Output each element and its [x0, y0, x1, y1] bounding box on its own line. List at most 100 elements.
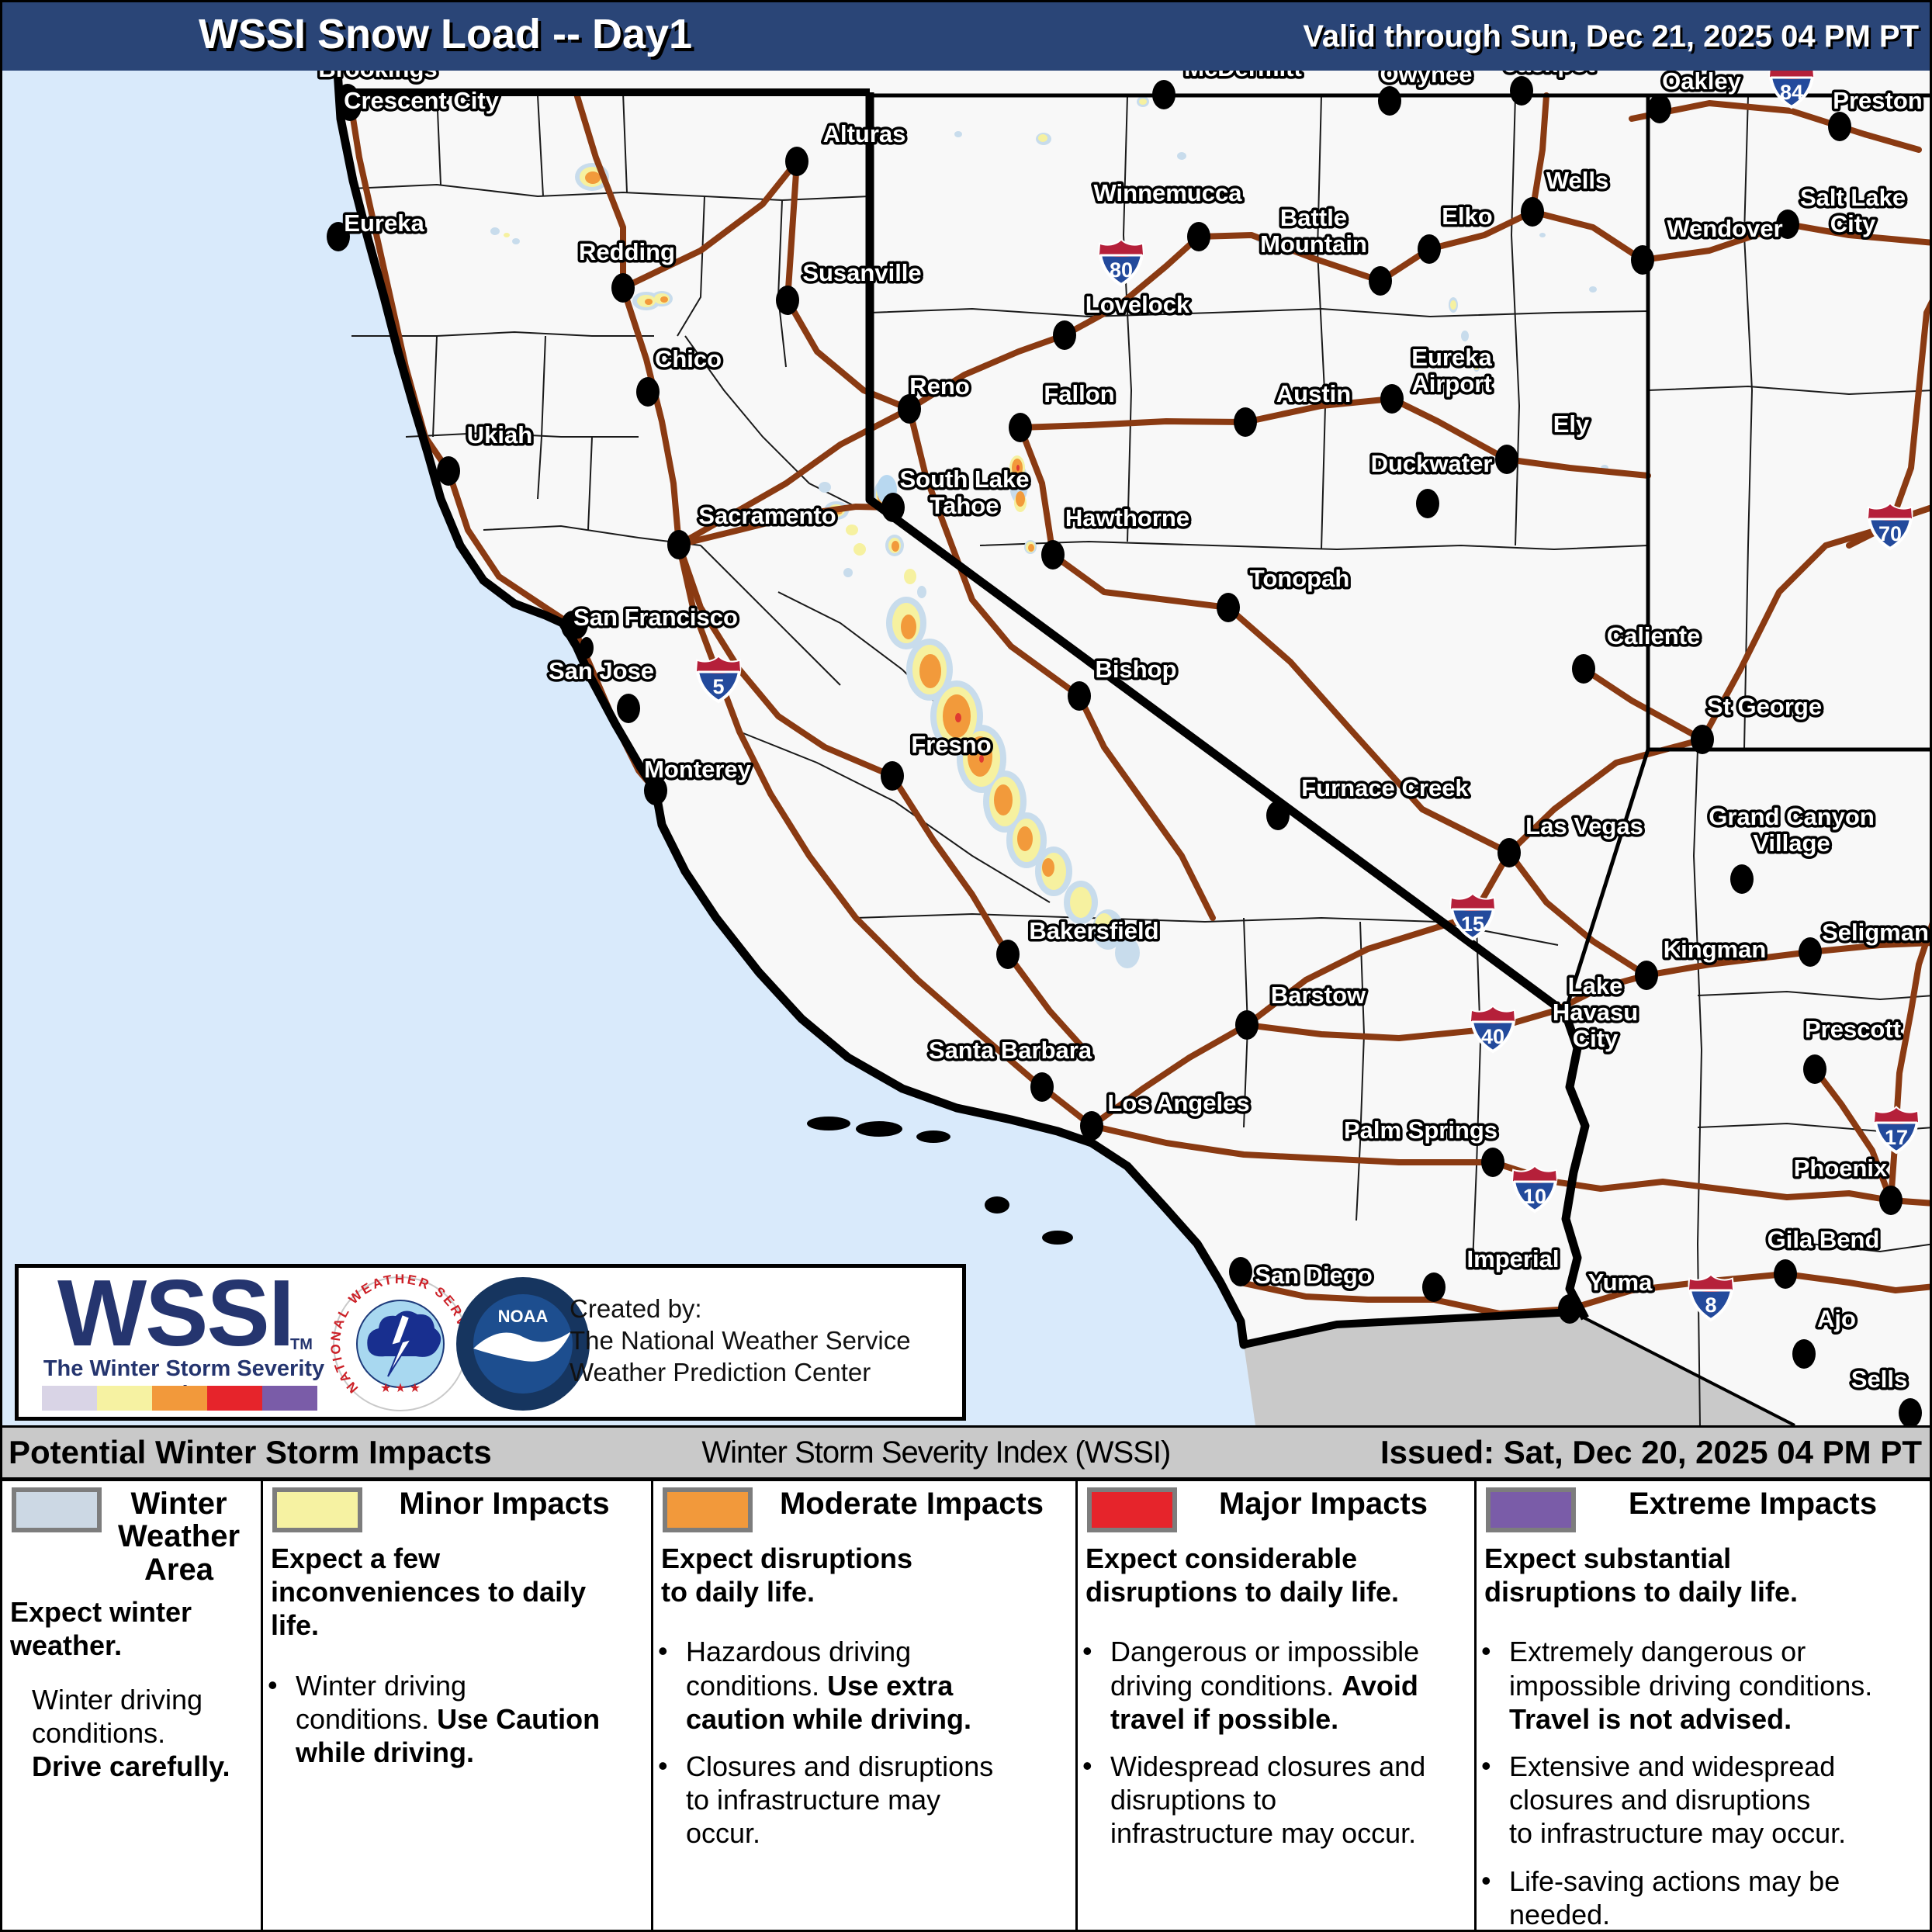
legend-bullets: • Hazardous driving conditions. Use extra c…	[653, 1608, 1075, 1850]
state-border	[1242, 1308, 1574, 1349]
impact-patch	[1095, 913, 1113, 938]
legend-lead-text: Expect disruptions to daily life.	[661, 1542, 913, 1608]
city-label-imperial: Imperial	[1467, 1245, 1560, 1272]
interstate-shield-17: 17	[1873, 1106, 1920, 1155]
county-line	[1809, 1243, 1930, 1253]
county-line	[979, 540, 1649, 551]
legend-lead-text: Expect a few inconveniences to daily life.	[271, 1542, 587, 1642]
state-border	[865, 92, 1590, 1321]
city-dot	[1774, 1259, 1797, 1289]
city-dot	[1041, 540, 1065, 570]
county-line	[739, 731, 1051, 903]
impact-patch	[1042, 858, 1054, 877]
impact-patch	[1589, 286, 1597, 293]
city-label-san-diego: San Diego	[1255, 1262, 1373, 1289]
city-dot	[1378, 86, 1401, 116]
noaa-seal-icon: NOAA	[456, 1277, 590, 1411]
legend-bullet: • Life-saving actions may be needed.	[1481, 1864, 1840, 1930]
legend-bullets: • Winter driving conditions. Use Caution wh…	[263, 1643, 651, 1770]
svg-text:80: 80	[1110, 258, 1133, 282]
wssi-color-scale	[42, 1386, 317, 1411]
svg-text:17: 17	[1885, 1126, 1908, 1149]
legend-bullet: • Extensive and widespread closures and di…	[1481, 1749, 1847, 1850]
city-dot	[617, 694, 640, 723]
impact-patch	[504, 233, 510, 237]
legend-title: Winter Weather Area	[117, 1487, 241, 1587]
city-dot	[1899, 1398, 1922, 1425]
county-line	[1647, 385, 1930, 396]
county-line	[587, 436, 593, 531]
city-dot	[1792, 1339, 1816, 1369]
city-label-yuma: Yuma	[1588, 1269, 1653, 1296]
city-label-palm-springs: Palm Springs	[1344, 1117, 1497, 1144]
interstate-shield-8: 8	[1688, 1273, 1734, 1322]
impact-patch	[512, 238, 520, 244]
city-label-south-lake-tahoe: South Lake Tahoe	[899, 466, 1029, 519]
created-by-text: Created by: The National Weather Service W…	[570, 1293, 911, 1388]
city-dot	[1369, 266, 1392, 296]
legend-column-extreme-impacts: Extreme Impacts Expect substantial disrup…	[1474, 1481, 1930, 1930]
legend-column-moderate-impacts: Moderate Impacts Expect disruptions to da…	[651, 1481, 1075, 1930]
city-dot	[667, 530, 691, 559]
svg-text:★ ★ ★: ★ ★ ★	[380, 1382, 421, 1395]
legend-column-winter-weather-area: Winter Weather Area Expect winter weather. W…	[2, 1481, 261, 1930]
impact-patch	[1474, 364, 1479, 370]
city-label-eureka: Eureka	[344, 209, 424, 237]
city-label-preston: Preston	[1833, 87, 1922, 114]
city-dot	[1152, 80, 1175, 109]
impact-patch	[1485, 386, 1491, 394]
legend-bullets: • Dangerous or impossible driving conditio…	[1078, 1608, 1474, 1850]
city-label-prescott: Prescott	[1805, 1016, 1901, 1043]
legend-title: Major Impacts	[1219, 1487, 1428, 1521]
weather-map: 84 80 70 5 15 40 10 17 8 Brookings Crescent City Eu…	[2, 71, 1930, 1425]
page-title: WSSI Snow Load -- Day1	[199, 11, 693, 57]
legend-title: Extreme Impacts	[1628, 1487, 1878, 1521]
coastline	[333, 71, 1248, 1349]
city-label-elko: Elko	[1442, 203, 1492, 230]
county-line	[537, 335, 546, 500]
impact-patch	[1016, 465, 1020, 471]
city-dot	[1234, 407, 1257, 437]
city-dot	[1009, 413, 1032, 442]
county-line	[432, 335, 438, 438]
city-label-owyhee: Owyhee	[1380, 71, 1473, 88]
island	[807, 1117, 850, 1130]
svg-text:5: 5	[712, 675, 724, 698]
city-dot	[1422, 1272, 1446, 1302]
highway-line	[676, 504, 896, 548]
city-label-brookings: Brookings	[318, 71, 437, 82]
impact-patch	[901, 615, 916, 639]
svg-text:15: 15	[1461, 912, 1484, 936]
legend-paragraph: Winter driving conditions. Drive carefully…	[32, 1683, 230, 1782]
city-label-wells: Wells	[1546, 167, 1608, 194]
city-label-lake-havasu-city: Lake Havasu City	[1553, 972, 1638, 1052]
legend-swatch	[663, 1487, 753, 1532]
city-dot	[1631, 245, 1654, 275]
county-line	[1743, 95, 1754, 750]
impact-patch	[645, 299, 653, 305]
highway-line	[1238, 1271, 1930, 1317]
county-line	[700, 545, 841, 686]
svg-text:40: 40	[1481, 1025, 1504, 1048]
city-dot	[1266, 801, 1290, 830]
city-label-hawthorne: Hawthorne	[1065, 504, 1189, 531]
impact-patch	[904, 569, 916, 584]
city-dot	[1572, 654, 1595, 684]
city-label-phoenix: Phoenix	[1794, 1155, 1888, 1182]
impact-patch	[917, 586, 926, 598]
impact-patch	[1070, 887, 1092, 918]
highway-line	[676, 542, 1095, 1129]
legend-lead-text: Expect considerable disruptions to daily …	[1085, 1542, 1400, 1608]
city-label-battle-mountain: Battle Mountain	[1260, 204, 1367, 258]
nws-seal-icon: NATIONAL WEATHER SERVICE ★ ★ ★	[331, 1274, 470, 1411]
wssi-tm-mark: TM	[290, 1336, 313, 1353]
city-label-st-george: St George	[1707, 693, 1822, 720]
city-label-ely: Ely	[1553, 410, 1590, 438]
city-label-san-jose: San Jose	[549, 657, 654, 684]
city-label-sacramento: Sacramento	[698, 502, 836, 529]
city-label-tonopah: Tonopah	[1250, 565, 1350, 592]
created-by-line: Created by:	[570, 1294, 702, 1323]
land	[338, 71, 1930, 1425]
city-dot	[1521, 197, 1544, 227]
impact-patch	[660, 296, 668, 303]
